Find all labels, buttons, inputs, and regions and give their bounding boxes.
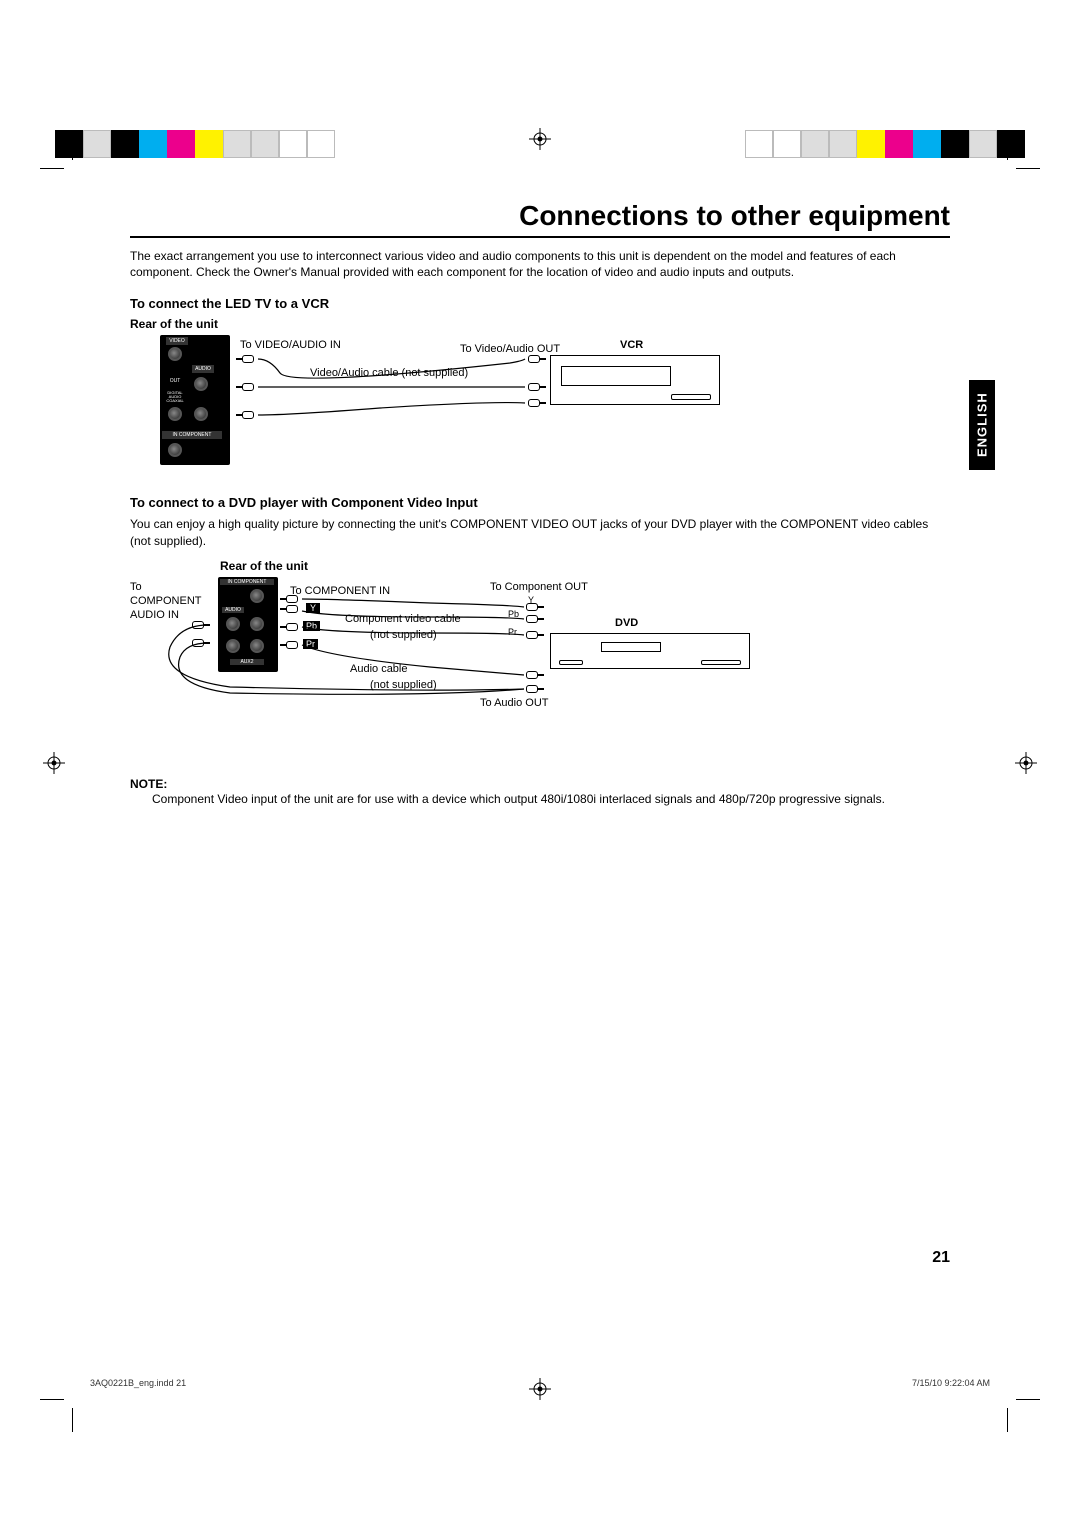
crop-mark [1007,136,1008,160]
dvd-heading: To connect to a DVD player with Componen… [130,495,950,510]
vcr-heading: To connect the LED TV to a VCR [130,296,950,311]
crop-mark [1016,168,1040,169]
crop-mark [40,1399,64,1400]
crop-mark [72,136,73,160]
crop-mark [72,1408,73,1432]
color-bar-right [745,130,1025,158]
note-body: Component Video input of the unit are fo… [130,791,950,807]
vcr-device-label: VCR [620,339,643,351]
page-title: Connections to other equipment [130,200,950,238]
page-number: 21 [932,1249,950,1267]
footer-left: 3AQ0221B_eng.indd 21 [90,1378,186,1388]
color-bar-left [55,130,335,158]
vcr-cable-icon [230,353,540,423]
footer: 3AQ0221B_eng.indd 21 7/15/10 9:22:04 AM [90,1378,990,1388]
footer-right: 7/15/10 9:22:04 AM [912,1378,990,1388]
registration-mark-icon [531,130,549,148]
dvd-description: You can enjoy a high quality picture by … [130,516,950,548]
dvd-cable-icon [130,577,570,717]
registration-mark-icon [1017,754,1035,772]
dvd-diagram: IN COMPONENT AUDIO AUX2 To COMPONENT AUD… [130,577,950,757]
rear-label: Rear of the unit [130,317,950,331]
crop-mark [1007,1408,1008,1432]
note-heading: NOTE: [130,777,950,791]
registration-mark-icon [45,754,63,772]
dvd-device-label: DVD [615,617,638,629]
vcr-diagram: VIDEO AUDIO OUT DIGITAL AUDIO COAXIAL IN… [130,335,950,475]
language-tab: ENGLISH [969,380,995,470]
note-section: NOTE: Component Video input of the unit … [130,777,950,807]
to-video-audio-in-label: To VIDEO/AUDIO IN [240,339,341,351]
crop-mark [1016,1399,1040,1400]
crop-mark [40,168,64,169]
page-content: ENGLISH Connections to other equipment T… [130,200,950,807]
intro-text: The exact arrangement you use to interco… [130,248,950,280]
dvd-rear-label: Rear of the unit [220,559,950,573]
